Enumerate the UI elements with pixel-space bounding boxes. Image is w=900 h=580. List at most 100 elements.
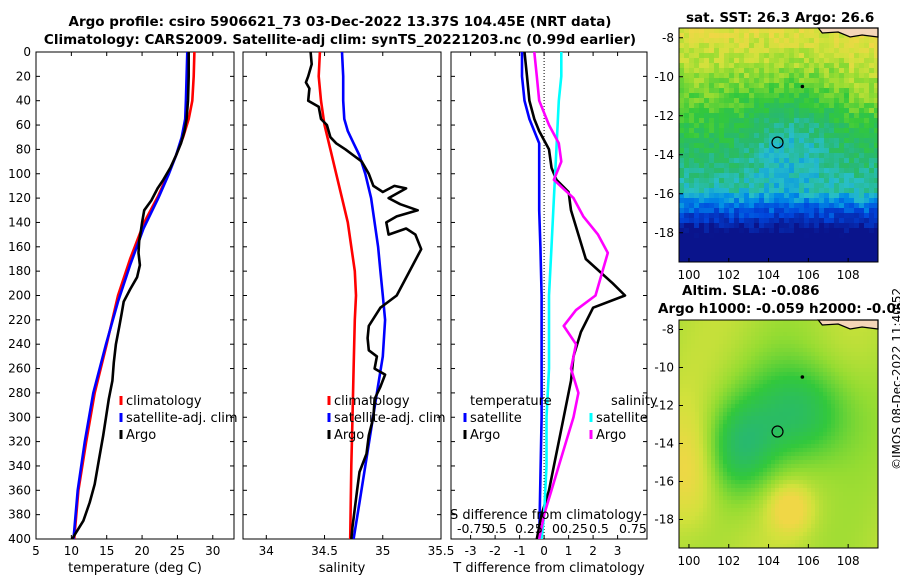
map-cell [735, 352, 740, 357]
map-cell [695, 452, 700, 457]
map-cell [703, 376, 708, 381]
map-cell [811, 428, 816, 433]
map-cell [754, 248, 760, 254]
map-cell [803, 444, 808, 449]
map-cell [755, 364, 760, 369]
map-cell [759, 138, 765, 144]
map-cell [811, 540, 816, 545]
map-cell [791, 424, 796, 429]
map-cell [839, 98, 845, 104]
map-cell [849, 88, 855, 94]
map-cell [799, 484, 804, 489]
map-cell [699, 492, 704, 497]
map-cell [795, 500, 800, 505]
map-cell [687, 496, 692, 501]
map-cell [735, 408, 740, 413]
map-cell [709, 83, 715, 89]
map-cell [695, 540, 700, 545]
map-cell [835, 444, 840, 449]
map-cell [823, 536, 828, 541]
map-cell [867, 516, 872, 521]
map-cell [783, 448, 788, 453]
map-cell [723, 424, 728, 429]
map-cell [694, 53, 700, 59]
map-cell [704, 168, 710, 174]
map-cell [699, 444, 704, 449]
map-cell [763, 440, 768, 445]
map-cell [794, 68, 800, 74]
map-cell [739, 428, 744, 433]
map-cell [839, 193, 845, 199]
map-cell [864, 233, 870, 239]
map-cell [714, 148, 720, 154]
map-cell [795, 460, 800, 465]
map-cell [829, 258, 835, 263]
y-tick-label: 40 [16, 94, 31, 108]
map-cell [835, 416, 840, 421]
map-cell [844, 178, 850, 184]
map-cell [847, 396, 852, 401]
map-cell [844, 53, 850, 59]
map-cell [867, 476, 872, 481]
map-cell [751, 528, 756, 533]
map-cell [711, 420, 716, 425]
map-cell [727, 376, 732, 381]
map-cell [871, 416, 876, 421]
map-cell [694, 128, 700, 134]
map-cell [723, 516, 728, 521]
map-cell [711, 324, 716, 329]
map-cell [731, 532, 736, 537]
map-cell [834, 183, 840, 189]
map-cell [695, 544, 700, 549]
map-cell [791, 432, 796, 437]
map-cell [764, 233, 770, 239]
map-cell [863, 524, 868, 529]
map-cell [791, 488, 796, 493]
map-cell [831, 440, 836, 445]
map-cell [839, 520, 844, 525]
map-cell [831, 392, 836, 397]
map-cell [815, 340, 820, 345]
map-cell [775, 528, 780, 533]
map-cell [791, 400, 796, 405]
map-cell [727, 364, 732, 369]
map-cell [764, 68, 770, 74]
map-cell [839, 233, 845, 239]
map-cell [731, 460, 736, 465]
map-cell [724, 193, 730, 199]
map-cell [689, 248, 695, 254]
map-cell [855, 488, 860, 493]
map-cell [815, 464, 820, 469]
map-cell [704, 208, 710, 214]
map-cell [799, 198, 805, 204]
map-cell [755, 416, 760, 421]
map-cell [707, 444, 712, 449]
map-cell [755, 536, 760, 541]
map-cell [854, 223, 860, 229]
map-cell [729, 118, 735, 124]
map-cell [849, 113, 855, 119]
map-cell [779, 218, 785, 224]
map-cell [875, 524, 879, 529]
map-cell [835, 472, 840, 477]
map-cell [711, 320, 716, 325]
map-cell [764, 203, 770, 209]
map-cell [695, 492, 700, 497]
map-cell [791, 436, 796, 441]
map-cell [794, 233, 800, 239]
map-cell [863, 408, 868, 413]
map-cell [691, 320, 696, 325]
map-cell [731, 464, 736, 469]
map-cell [784, 78, 790, 84]
y-tick-label: 340 [8, 459, 31, 473]
map-cell [823, 400, 828, 405]
map-cell [751, 380, 756, 385]
map-cell [851, 448, 856, 453]
map-cell [744, 173, 750, 179]
map-cell [719, 352, 724, 357]
map-cell [763, 344, 768, 349]
map-cell [679, 248, 685, 254]
map-cell [747, 344, 752, 349]
map-cell [684, 138, 690, 144]
map-cell [823, 364, 828, 369]
